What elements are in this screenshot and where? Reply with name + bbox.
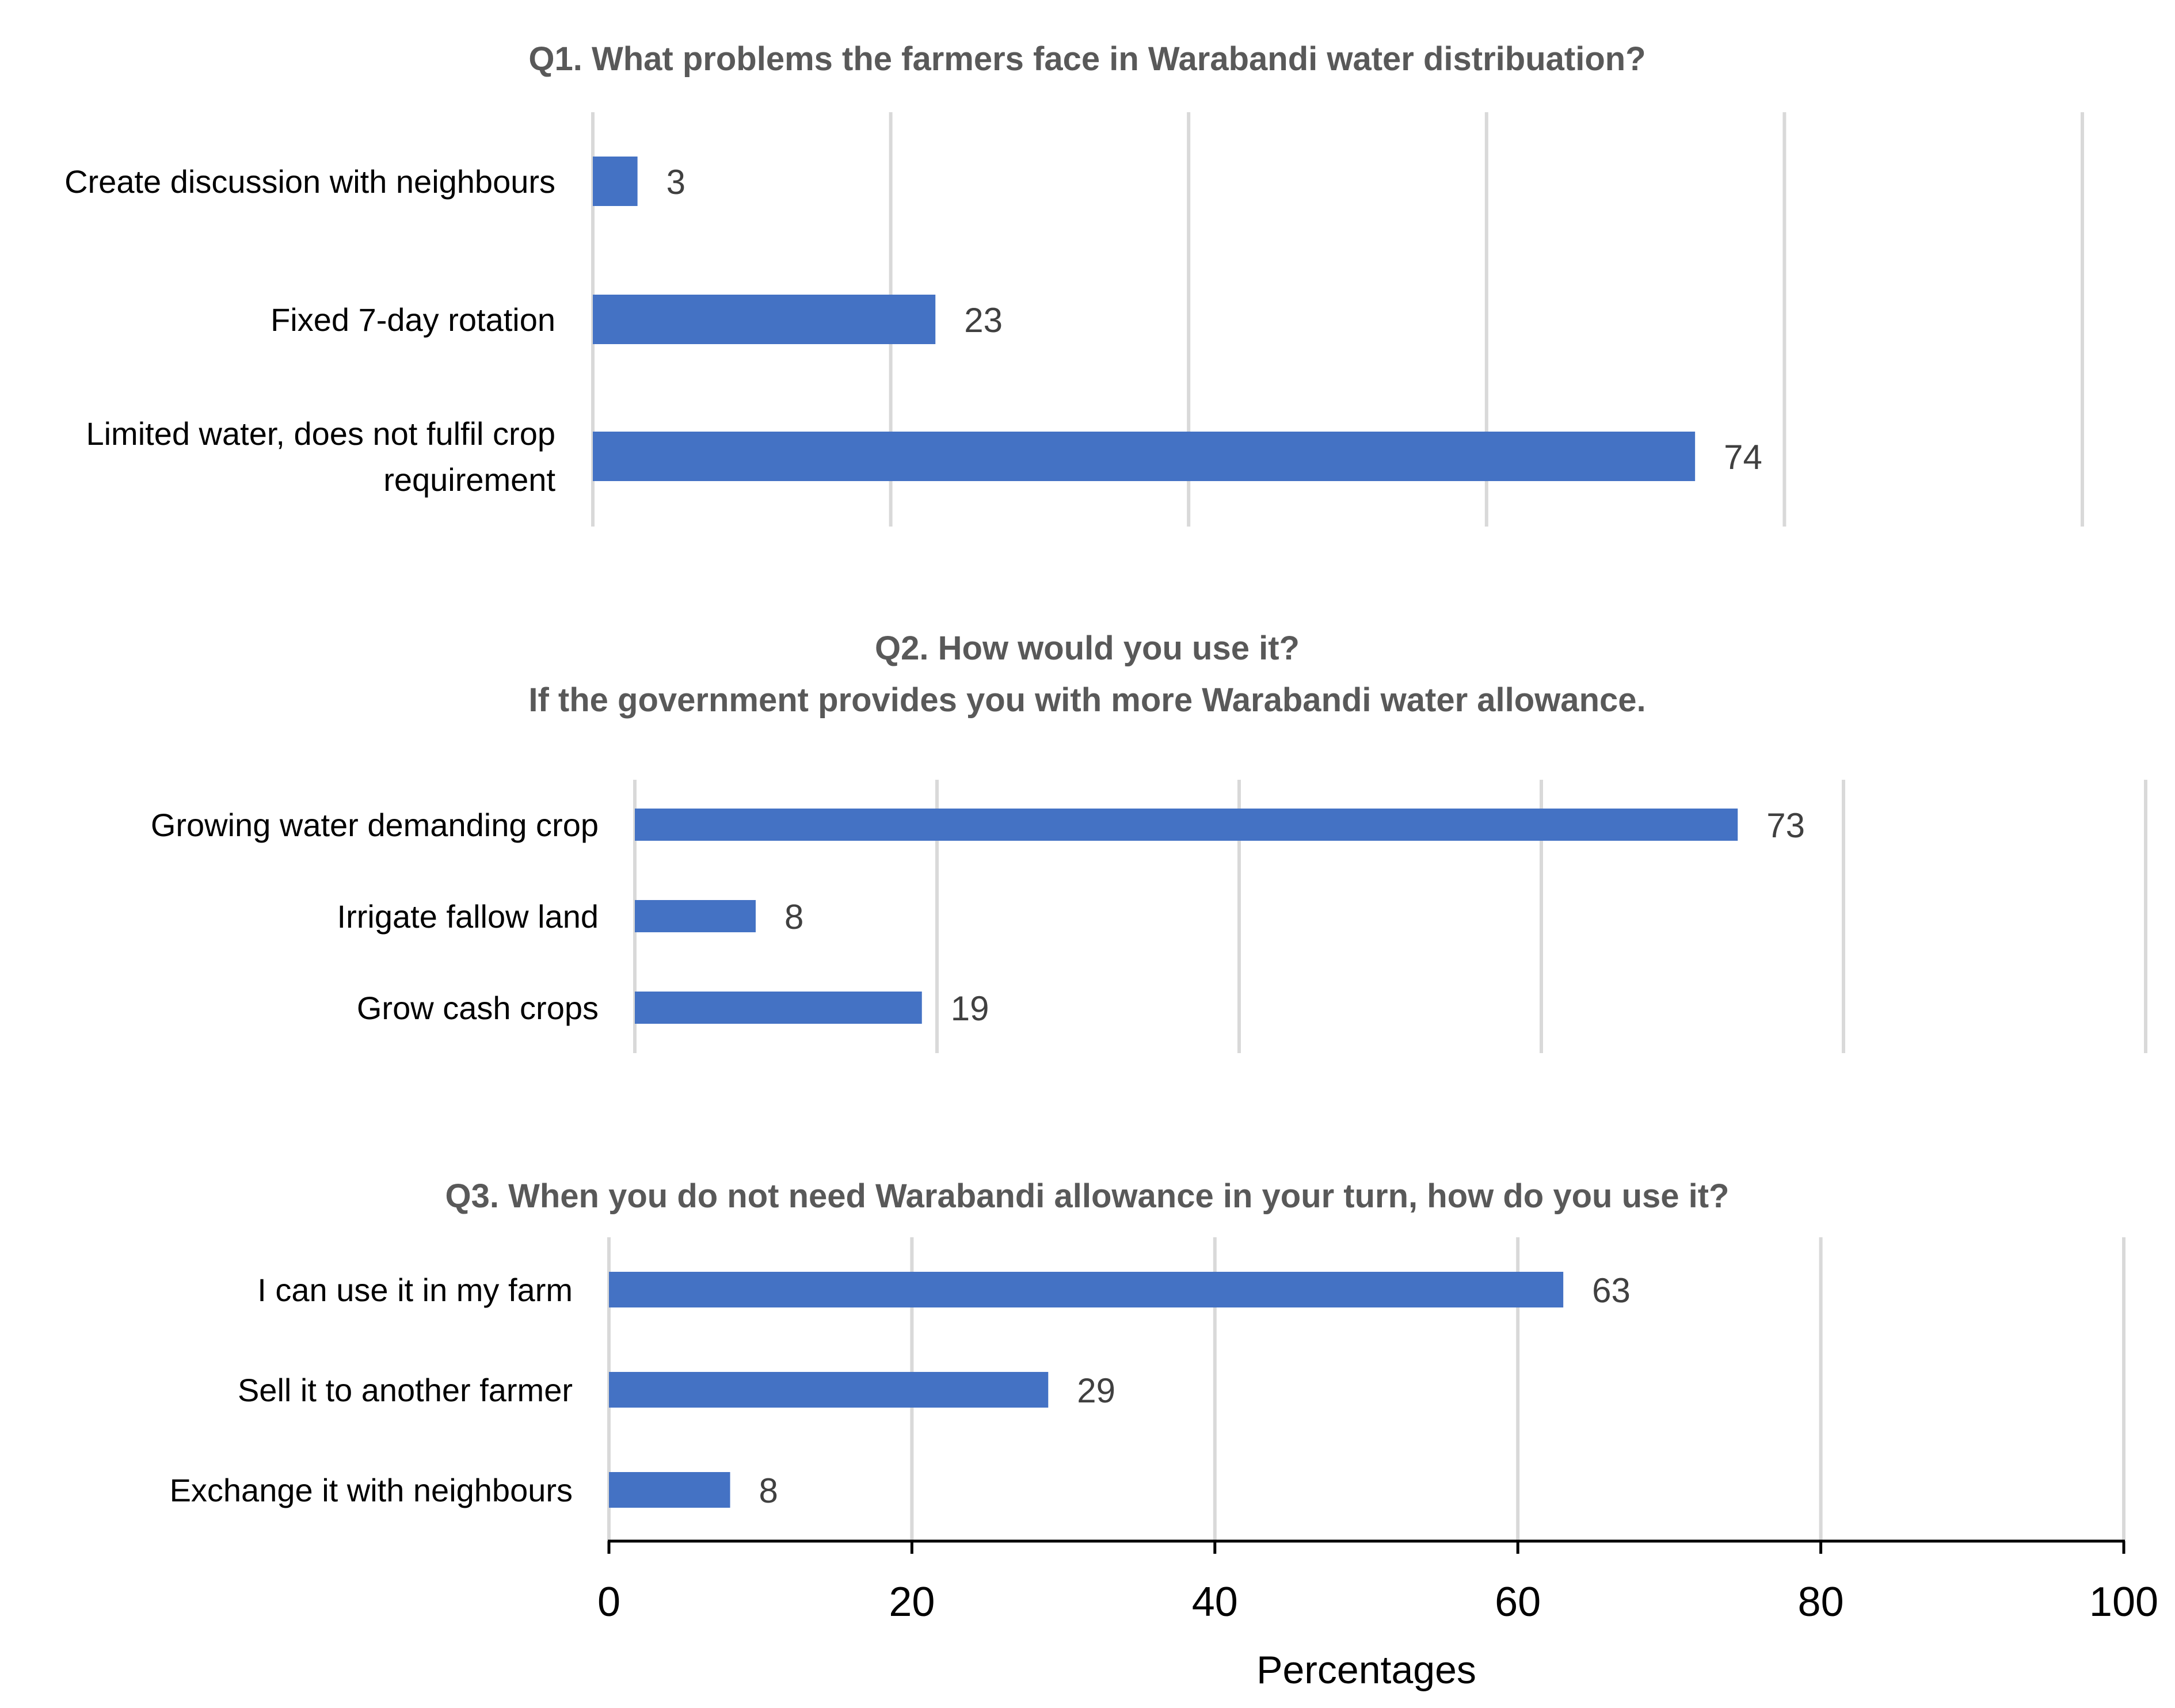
bar-q3-2 [609, 1372, 1049, 1408]
chart-panel-q1: Q1. What problems the farmers face in Wa… [64, 40, 2084, 527]
category-label-q1-2: Fixed 7-day rotation [271, 302, 555, 338]
data-label-q1-3: 74 [1724, 438, 1762, 476]
x-tick-label-40: 40 [1192, 1579, 1238, 1625]
data-label-q1-2: 23 [964, 301, 1003, 340]
chart-title-q2-line-1: Q2. How would you use it? [875, 630, 1300, 667]
category-label-q1-3-line-2: requirement [383, 462, 555, 498]
x-tick-label-20: 20 [889, 1579, 935, 1625]
category-label-q1-3-line-1: Limited water, does not fulfil crop [86, 415, 555, 452]
chart-panel-q2: Q2. How would you use it? If the governme… [151, 630, 2147, 1053]
chart-panel-q3: Q3. When you do not need Warabandi allow… [170, 1177, 2159, 1692]
bar-q2-1 [635, 809, 1738, 841]
data-label-q3-1: 63 [1592, 1271, 1631, 1310]
x-tick-label-100: 100 [2089, 1579, 2158, 1625]
bar-q1-2 [593, 295, 936, 344]
bar-q3-3 [609, 1472, 730, 1508]
bar-q1-3 [593, 432, 1696, 481]
bar-q2-2 [635, 900, 756, 932]
chart-title-q1-line-1: Q1. What problems the farmers face in Wa… [528, 40, 1645, 78]
x-tick-label-60: 60 [1495, 1579, 1541, 1625]
category-label-q2-1: Growing water demanding crop [151, 807, 599, 843]
data-label-q2-2: 8 [784, 898, 803, 936]
bar-q1-1 [593, 157, 638, 206]
category-label-q2-2: Irrigate fallow land [337, 898, 599, 935]
data-label-q2-3: 19 [951, 989, 989, 1028]
chart-title-q2-line-2: If the government provides you with more… [528, 681, 1645, 719]
data-label-q3-3: 8 [759, 1471, 778, 1510]
data-label-q1-1: 3 [666, 163, 685, 201]
bar-q3-1 [609, 1272, 1564, 1307]
category-label-q2-3: Grow cash crops [357, 990, 599, 1026]
x-tick-label-0: 0 [597, 1579, 620, 1625]
category-label-q3-2: Sell it to another farmer [238, 1372, 573, 1408]
x-tick-label-80: 80 [1798, 1579, 1844, 1625]
bar-q2-3 [635, 992, 922, 1024]
chart-title-q3-line-1: Q3. When you do not need Warabandi allow… [445, 1177, 1730, 1215]
category-label-q1-1: Create discussion with neighbours [64, 163, 555, 200]
x-axis-title: Percentages [1256, 1648, 1476, 1692]
category-label-q3-3: Exchange it with neighbours [170, 1472, 573, 1508]
data-label-q2-1: 73 [1766, 806, 1805, 845]
data-label-q3-2: 29 [1077, 1371, 1115, 1410]
category-label-q3-1: I can use it in my farm [257, 1272, 573, 1308]
